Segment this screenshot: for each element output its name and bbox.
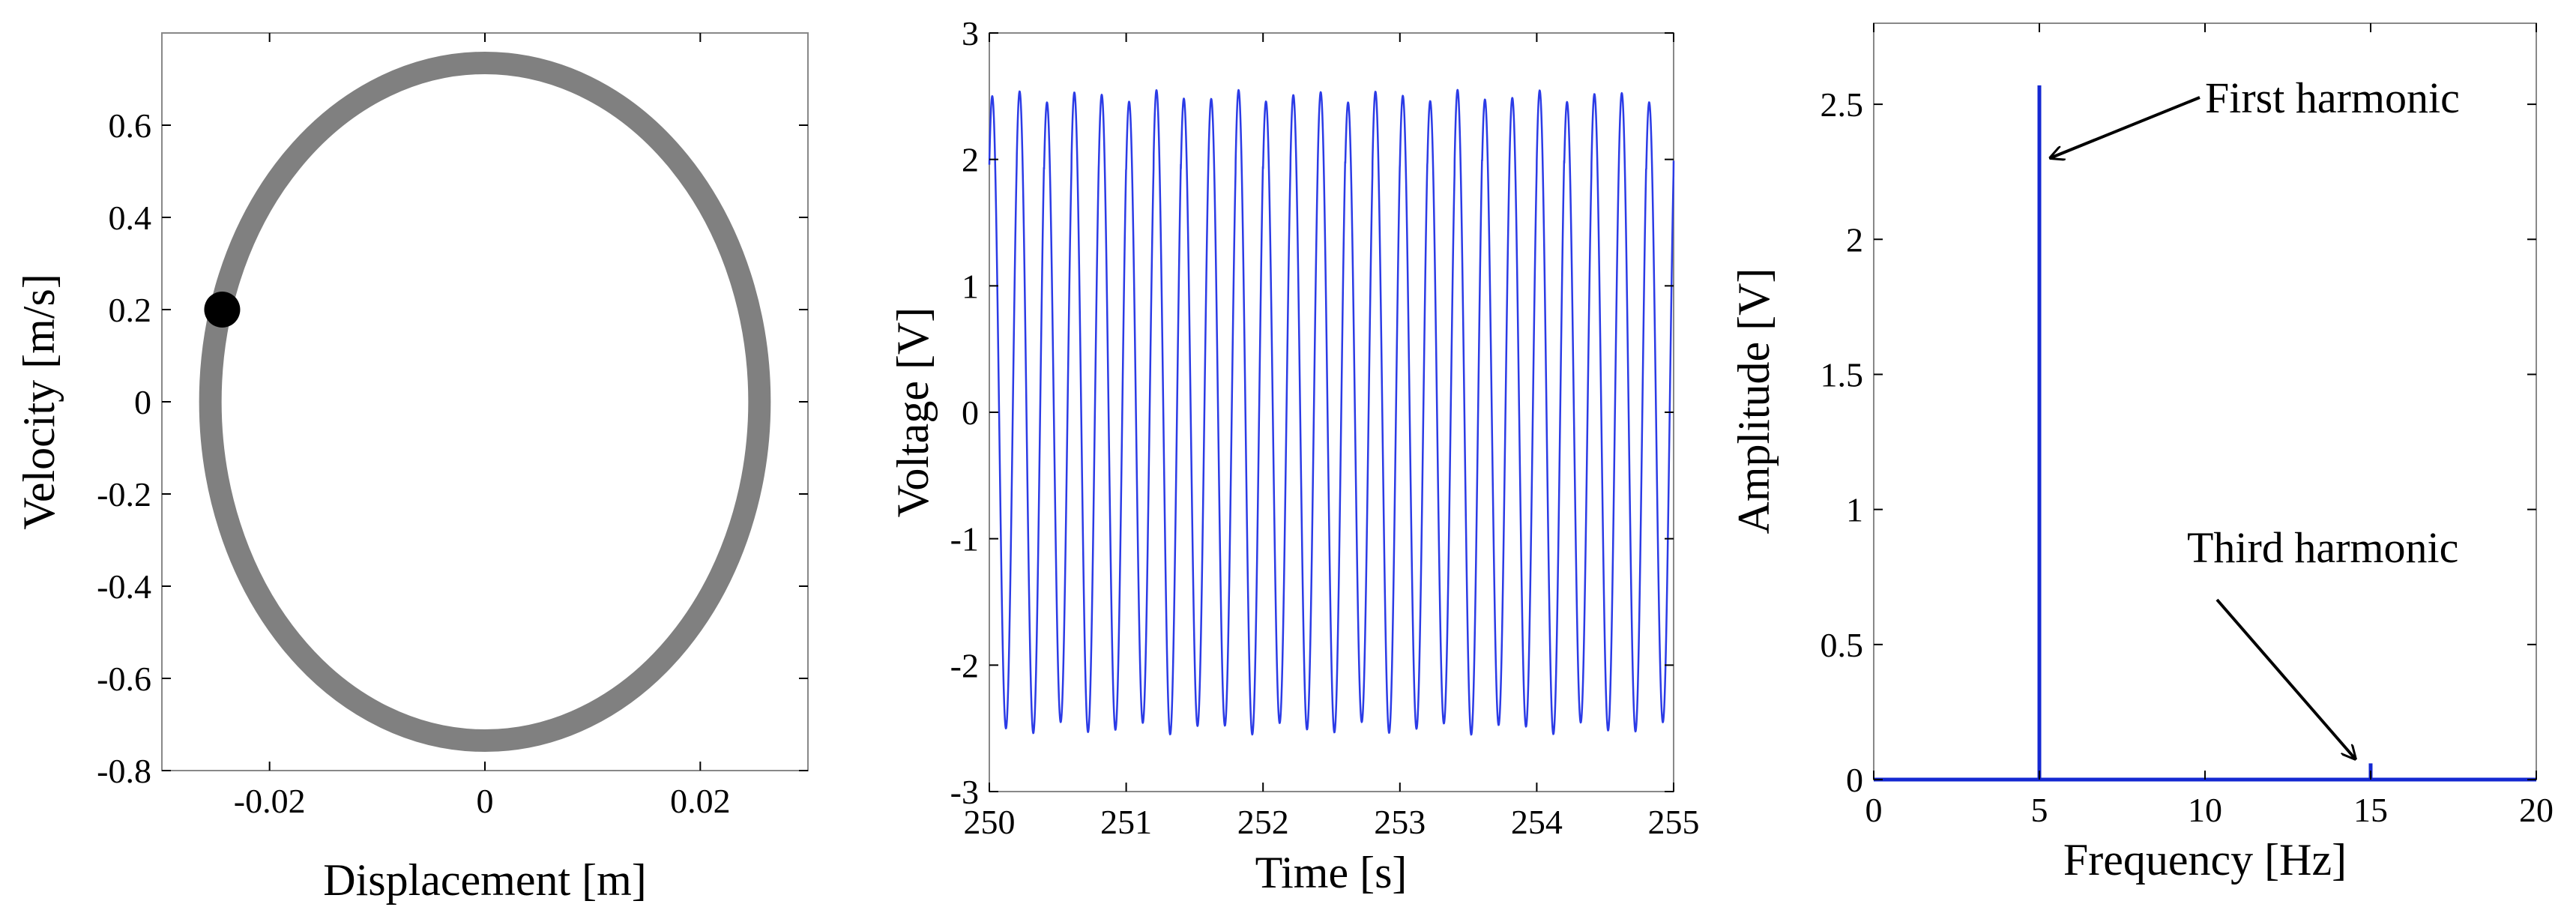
spectrum-ticks: 0 5 10 15 20 0 0.5 1 1.5 2 2.5	[1821, 23, 2554, 829]
0-y-tick-label: 0.6	[109, 106, 152, 145]
1-x-tick-label: 254	[1511, 803, 1563, 841]
2-y-tick-label: 1.5	[1821, 355, 1864, 394]
2-y-tick-label: 0	[1846, 761, 1863, 799]
phase-marks	[199, 51, 771, 753]
2-y-tick-label: 1	[1846, 491, 1863, 529]
voltage-panel: 250 251 252 253 254 255 -3 -2 -1 0 1 2 3 Time [s] Vo…	[888, 14, 1700, 897]
0-y-tick-label: 0.4	[109, 199, 152, 237]
1-x-tick-label: 255	[1648, 803, 1700, 841]
0-x-tick-label: -0.02	[234, 782, 306, 820]
1-y-tick-label: -2	[950, 646, 979, 684]
spectrum-panel: 0 5 10 15 20 0 0.5 1 1.5 2 2.5 Frequency [Hz] Ampl…	[1729, 22, 2554, 885]
phase-portrait-panel: -0.02 0 0.02 -0.8 -0.6 -0.4 -0.2 0 0.2 0.4 0.6 Dis…	[14, 32, 809, 905]
0-x-tick-label: 0.02	[670, 782, 731, 820]
voltage-series-line	[988, 88, 1675, 736]
2-x-tick-label: 20	[2519, 791, 2554, 829]
0-y-tick-label: -0.6	[97, 660, 151, 698]
phase-orbit	[199, 51, 771, 753]
phase-x-axis-label: Displacement [m]	[323, 855, 647, 905]
1-x-tick-label: 252	[1237, 803, 1289, 841]
1-x-tick-label: 250	[964, 803, 1016, 841]
2-x-tick-label: 0	[1865, 791, 1883, 829]
1-y-tick-label: -3	[950, 773, 979, 811]
1-x-tick-label: 253	[1374, 803, 1426, 841]
1-y-tick-label: 1	[962, 267, 979, 305]
first-harmonic-arrow	[2050, 96, 2201, 158]
1-y-tick-label: 0	[962, 394, 979, 432]
phase-ticks: -0.02 0 0.02 -0.8 -0.6 -0.4 -0.2 0 0.2 0.4 0.6	[97, 33, 808, 820]
spectrum-y-axis-label: Amplitude [V]	[1729, 268, 1779, 534]
phase-y-axis-label: Velocity [m/s]	[14, 274, 64, 530]
2-y-tick-label: 0.5	[1821, 626, 1864, 664]
first-harmonic-annotation: First harmonic	[2205, 73, 2460, 122]
phase-plot-frame	[161, 32, 809, 771]
1-y-tick-label: 3	[962, 14, 979, 52]
0-y-tick-label: 0	[134, 383, 151, 421]
2-x-tick-label: 5	[2031, 791, 2048, 829]
1-x-tick-label: 251	[1100, 803, 1152, 841]
voltage-x-axis-label: Time [s]	[1255, 848, 1408, 897]
voltage-marks	[988, 88, 1675, 736]
0-y-tick-label: -0.4	[97, 567, 151, 606]
0-y-tick-label: -0.8	[97, 752, 151, 790]
0-x-tick-label: 0	[477, 782, 494, 820]
2-y-tick-label: 2.5	[1821, 85, 1864, 124]
0-y-tick-label: 0.2	[109, 291, 152, 329]
2-x-tick-label: 10	[2188, 791, 2222, 829]
voltage-y-axis-label: Voltage [V]	[888, 307, 938, 518]
spectrum-plot-frame	[1873, 22, 2537, 780]
2-y-tick-label: 2	[1846, 220, 1863, 259]
poincare-point	[204, 292, 241, 328]
spectrum-x-axis-label: Frequency [Hz]	[2063, 835, 2347, 885]
third-harmonic-arrow	[2215, 598, 2356, 759]
1-y-tick-label: -1	[950, 520, 979, 558]
2-x-tick-label: 15	[2353, 791, 2388, 829]
voltage-ticks: 250 251 252 253 254 255 -3 -2 -1 0 1 2 3	[950, 14, 1700, 841]
0-y-tick-label: -0.2	[97, 475, 151, 513]
third-harmonic-annotation: Third harmonic	[2187, 523, 2458, 572]
1-y-tick-label: 2	[962, 141, 979, 179]
